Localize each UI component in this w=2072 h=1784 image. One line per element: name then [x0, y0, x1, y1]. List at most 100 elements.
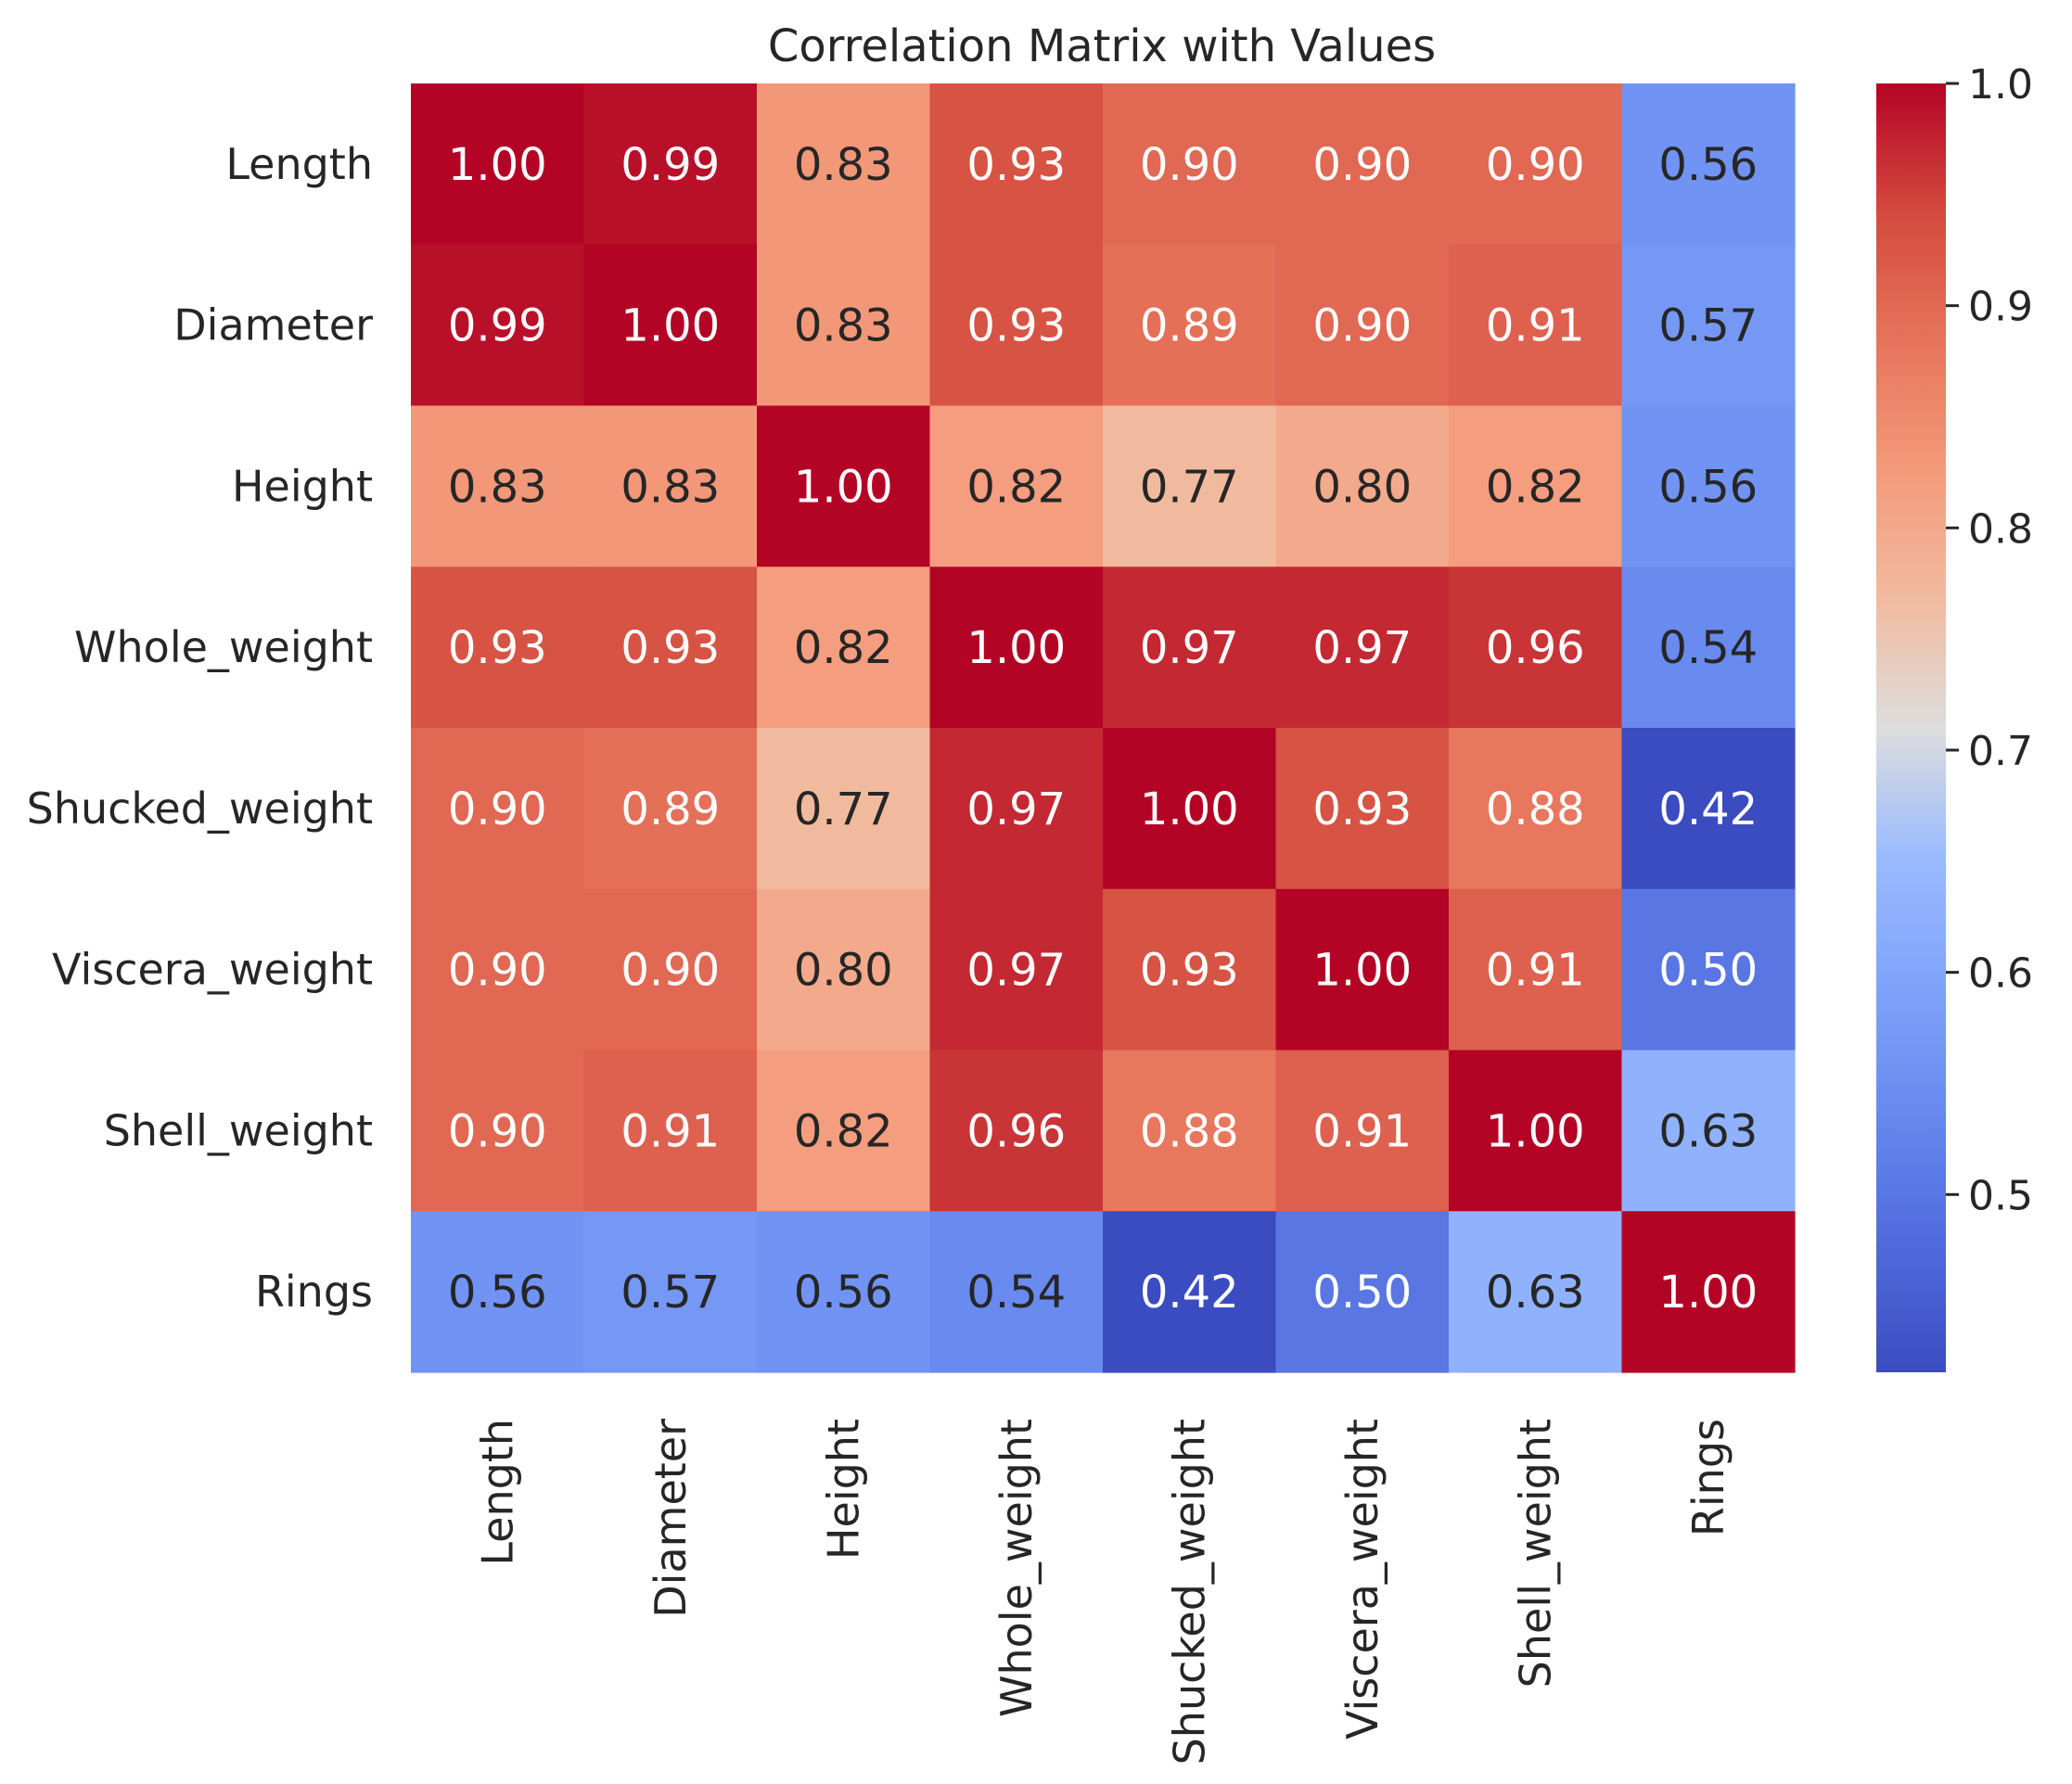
- colorbar-tick-label: 0.7: [1968, 728, 2033, 775]
- colorbar-tick-label: 0.8: [1968, 505, 2033, 553]
- cell-value-label: 0.91: [1486, 300, 1585, 352]
- cell-value-label: 0.83: [620, 461, 720, 513]
- y-tick-label: Height: [232, 461, 373, 511]
- heatmap-cell-Height-Height: [757, 405, 931, 567]
- cell-value-label: 1.00: [794, 461, 893, 513]
- cell-value-label: 0.88: [1140, 1105, 1239, 1157]
- cell-value-label: 0.82: [794, 1105, 893, 1157]
- heatmap-cell-Shell_weight-Height: [757, 1050, 931, 1212]
- heatmap-cell-Height-Whole_weight: [929, 405, 1104, 567]
- cell-value-label: 0.63: [1658, 1105, 1758, 1157]
- cell-value-label: 0.90: [1140, 139, 1239, 191]
- cell-value-label: 0.82: [1486, 461, 1585, 513]
- heatmap-cell-Shell_weight-Shucked_weight: [1103, 1050, 1277, 1212]
- heatmap-cell-Length-Diameter: [583, 83, 758, 246]
- cell-value-label: 0.42: [1140, 1267, 1239, 1319]
- cell-value-label: 0.56: [794, 1267, 893, 1319]
- heatmap-cell-Viscera_weight-Length: [411, 888, 585, 1051]
- cell-value-label: 0.91: [1312, 1105, 1412, 1157]
- x-tick-label: Height: [818, 1419, 868, 1560]
- heatmap-cell-Rings-Length: [411, 1211, 585, 1373]
- cell-value-label: 1.00: [966, 622, 1066, 674]
- cell-value-label: 1.00: [1140, 784, 1239, 835]
- chart-title: Correlation Matrix with Values: [768, 20, 1436, 72]
- y-tick-label: Shucked_weight: [27, 784, 373, 834]
- heatmap-cell-Diameter-Viscera_weight: [1275, 244, 1450, 407]
- heatmap-cell-Diameter-Shell_weight: [1449, 244, 1623, 407]
- colorbar: [1876, 83, 1946, 1372]
- cell-value-label: 0.91: [620, 1105, 720, 1157]
- heatmap-cell-Shell_weight-Diameter: [583, 1050, 758, 1212]
- heatmap-cell-Whole_weight-Shell_weight: [1449, 567, 1623, 729]
- cell-value-label: 0.90: [620, 945, 720, 997]
- cell-value-label: 0.97: [966, 784, 1066, 835]
- cell-value-label: 0.97: [966, 945, 1066, 997]
- y-tick-label: Rings: [255, 1267, 373, 1317]
- cell-value-label: 0.56: [1658, 461, 1758, 513]
- cell-value-label: 0.54: [966, 1267, 1066, 1319]
- heatmap-cell-Length-Whole_weight: [929, 83, 1104, 246]
- cell-value-label: 0.96: [1486, 622, 1585, 674]
- heatmap-cell-Length-Viscera_weight: [1275, 83, 1450, 246]
- y-tick-label: Diameter: [173, 300, 373, 350]
- heatmap-cell-Viscera_weight-Height: [757, 888, 931, 1051]
- heatmap-cell-Whole_weight-Shucked_weight: [1103, 567, 1277, 729]
- cell-value-label: 0.93: [1312, 784, 1412, 835]
- cell-value-label: 0.89: [1140, 300, 1239, 352]
- x-tick-label: Diameter: [646, 1419, 696, 1618]
- cell-value-label: 0.83: [448, 461, 547, 513]
- cell-value-label: 0.82: [966, 461, 1066, 513]
- heatmap-cell-Length-Rings: [1621, 83, 1796, 246]
- heatmap-cell-Viscera_weight-Viscera_weight: [1275, 888, 1450, 1051]
- cell-value-label: 0.90: [448, 784, 547, 835]
- heatmap-cell-Rings-Viscera_weight: [1275, 1211, 1450, 1373]
- heatmap-cell-Shell_weight-Shell_weight: [1449, 1050, 1623, 1212]
- heatmap-cell-Length-Shell_weight: [1449, 83, 1623, 246]
- cell-value-label: 0.57: [620, 1267, 720, 1319]
- x-tick-label: Whole_weight: [991, 1419, 1042, 1717]
- cell-value-label: 0.96: [966, 1105, 1066, 1157]
- heatmap-cell-Shucked_weight-Length: [411, 728, 585, 890]
- colorbar-tick-label: 1.0: [1968, 61, 2033, 108]
- heatmap-cell-Diameter-Diameter: [583, 244, 758, 407]
- heatmap-cell-Shell_weight-Rings: [1621, 1050, 1796, 1212]
- heatmap-cell-Viscera_weight-Shell_weight: [1449, 888, 1623, 1051]
- x-tick-label: Viscera_weight: [1337, 1419, 1388, 1739]
- heatmap-cell-Shucked_weight-Diameter: [583, 728, 758, 890]
- heatmap-cell-Height-Shell_weight: [1449, 405, 1623, 567]
- heatmap-cell-Length-Height: [757, 83, 931, 246]
- cell-value-label: 0.77: [794, 784, 893, 835]
- cell-value-label: 0.50: [1312, 1267, 1412, 1319]
- heatmap-cell-Height-Shucked_weight: [1103, 405, 1277, 567]
- cell-value-label: 0.56: [448, 1267, 547, 1319]
- cell-value-label: 1.00: [1486, 1105, 1585, 1157]
- heatmap-cell-Rings-Rings: [1621, 1211, 1796, 1373]
- heatmap-cell-Shucked_weight-Rings: [1621, 728, 1796, 890]
- y-tick-label: Whole_weight: [74, 622, 373, 672]
- cell-value-label: 0.97: [1140, 622, 1239, 674]
- heatmap-cell-Rings-Whole_weight: [929, 1211, 1104, 1373]
- heatmap-cell-Height-Rings: [1621, 405, 1796, 567]
- heatmap-cell-Length-Length: [411, 83, 585, 246]
- heatmap-cell-Shucked_weight-Height: [757, 728, 931, 890]
- y-tick-label: Length: [225, 139, 373, 189]
- cell-value-label: 0.91: [1486, 945, 1585, 997]
- heatmap-cell-Diameter-Length: [411, 244, 585, 407]
- cell-value-label: 0.90: [1312, 300, 1412, 352]
- cell-value-label: 0.93: [966, 139, 1066, 191]
- cell-value-label: 0.90: [448, 1105, 547, 1157]
- cell-value-label: 0.90: [1312, 139, 1412, 191]
- x-tick-label: Length: [472, 1419, 522, 1566]
- y-tick-label: Viscera_weight: [52, 945, 373, 995]
- heatmap-cell-Shucked_weight-Shell_weight: [1449, 728, 1623, 890]
- heatmap-cell-Rings-Height: [757, 1211, 931, 1373]
- colorbar-ticks: 0.5 0.6 0.7 0.8 0.9 1.0: [1946, 61, 2033, 1219]
- cell-value-label: 0.89: [620, 784, 720, 835]
- heatmap-cell-Viscera_weight-Diameter: [583, 888, 758, 1051]
- y-axis-tick-labels: Length Diameter Height Whole_weight Shucked_…: [27, 139, 373, 1317]
- cell-value-label: 0.90: [448, 945, 547, 997]
- cell-value-label: 0.88: [1486, 784, 1585, 835]
- heatmap-cell-Whole_weight-Rings: [1621, 567, 1796, 729]
